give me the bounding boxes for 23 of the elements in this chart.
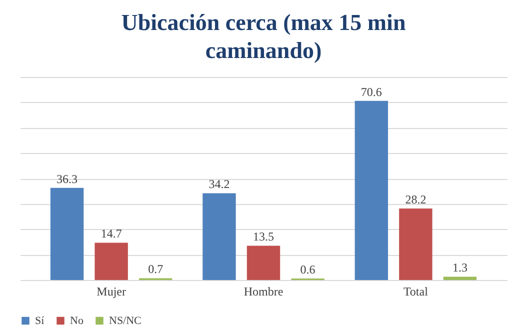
- x-tick-label: Mujer: [96, 284, 126, 298]
- data-label: 36.3: [56, 172, 78, 186]
- bar: [202, 193, 236, 280]
- legend-label: No: [70, 314, 84, 327]
- bar: [50, 188, 84, 280]
- data-label: 28.2: [405, 192, 426, 206]
- bar: [399, 208, 432, 280]
- x-tick-label: Hombre: [244, 284, 284, 298]
- x-tick-label: Total: [403, 284, 429, 298]
- legend-label: Sí: [35, 314, 44, 327]
- chart-title: Ubicación cerca (max 15 min caminando): [121, 10, 406, 63]
- bar: [94, 242, 128, 280]
- bar: [443, 276, 477, 280]
- legend-label: NS/NC: [109, 314, 142, 327]
- data-label: 0.6: [300, 262, 316, 276]
- data-label: 70.6: [360, 84, 382, 99]
- data-label: 13.5: [253, 230, 274, 244]
- data-label: 14.7: [100, 226, 122, 241]
- bar: [246, 246, 280, 280]
- data-label: 1.3: [452, 260, 468, 275]
- bar: [354, 100, 388, 280]
- data-label: 34.2: [208, 177, 230, 192]
- data-label: 0.7: [148, 262, 164, 276]
